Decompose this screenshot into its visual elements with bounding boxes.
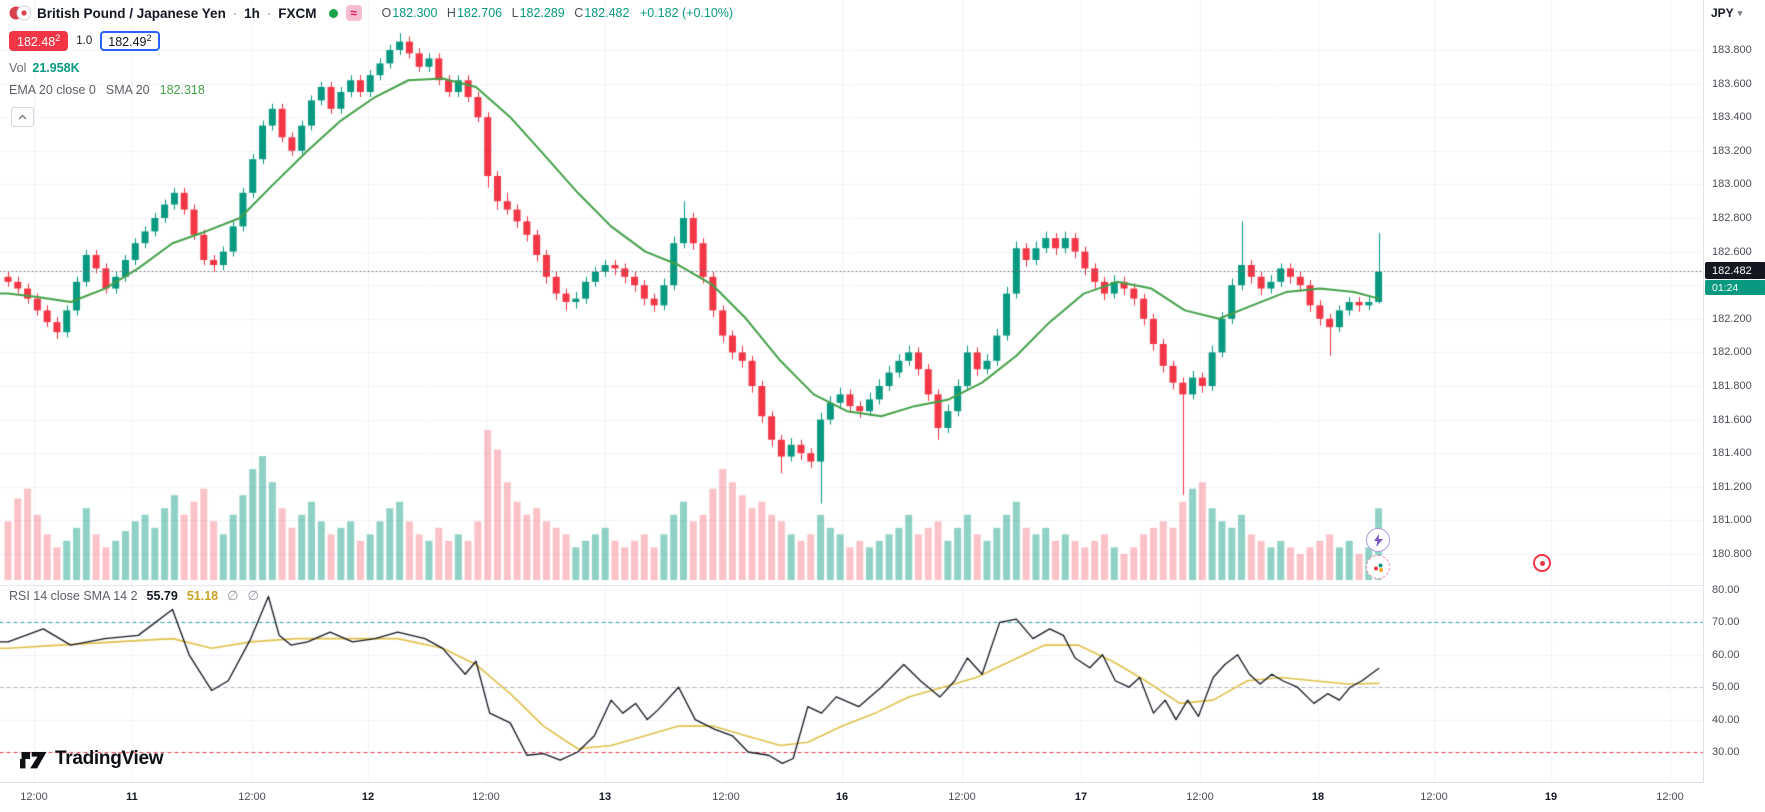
hidden-value-icon: ∅ [227,588,239,603]
close-label: C [574,6,584,20]
rsi-legend-label: RSI 14 close SMA 14 2 [9,589,138,603]
time-axis-label: 12:00 [712,791,740,803]
collapse-legend-button[interactable] [11,107,34,127]
price-axis-label: 182.600 [1712,245,1752,258]
hidden-value-icon: ∅ [247,588,259,603]
ma-legend: EMA 20 close 0 SMA 20 182.318 [9,83,205,97]
chevron-up-icon [18,114,27,120]
time-axis-label: 12:00 [948,791,976,803]
price-axis[interactable]: JPY ▾ 183.800 183.600 183.400 183.200 183.00… [1703,0,1765,812]
price-axis-label: 182.000 [1712,346,1752,359]
price-axis-label: 181.200 [1712,480,1752,493]
volume-label: Vol [9,61,27,75]
price-axis-label: 182.800 [1712,212,1752,224]
spread-label: 1.0 [76,35,93,48]
time-axis-label: 17 [1074,791,1088,803]
order-panel: 182.482 1.0 182.492 [9,31,160,52]
rsi-legend: RSI 14 close SMA 14 2 55.79 51.18 ∅ ∅ [9,588,259,604]
price-axis-label: 181.000 [1712,514,1752,527]
open-label: O [381,6,392,20]
market-open-dot-icon [328,8,338,18]
exchange-label: FXCM [278,5,317,21]
tradingview-logo-text: TradingView [55,748,164,769]
volume-legend: Vol 21.958K [9,61,80,75]
volume-value: 21.958K [32,61,80,75]
time-axis-label: 12:00 [1656,791,1684,803]
rsi-axis-label: 80.00 [1712,584,1740,596]
price-axis-label: 181.600 [1712,413,1752,426]
bar-countdown-badge: 01:24 [1705,280,1765,296]
lightning-icon [1373,533,1384,547]
instant-order-lightning-button[interactable] [1366,528,1390,552]
rsi-axis-label: 40.00 [1712,713,1740,726]
open-value: 182.300 [392,6,438,20]
alert-icon[interactable] [1533,554,1551,572]
time-axis-label: 18 [1311,791,1325,803]
ohlc-readout: O182.300 H182.706 L182.289 C182.482 +0.1… [376,6,734,20]
ema-legend-label: EMA 20 close 0 [9,83,96,97]
rsi-axis-label: 30.00 [1712,746,1740,758]
price-axis-label: 183.800 [1712,44,1752,56]
paper-trading-icon: ≈ [345,5,362,21]
time-axis-label: 11 [126,791,138,803]
candies-icon [1372,561,1385,574]
title-separator-2: · [266,5,272,21]
price-axis-label: 183.600 [1712,77,1752,90]
time-axis-label: 12:00 [472,791,500,803]
time-axis[interactable]: 12:00 11 12:00 12 12:00 13 12:00 16 12:00 17 12:00… [0,782,1704,812]
price-axis-label: 183.400 [1712,111,1752,124]
time-axis-label: 12:00 [1420,791,1448,803]
price-axis-label: 181.400 [1712,447,1752,460]
symbol-pair-icon [9,5,31,21]
tradingview-logo-icon [20,748,48,770]
buy-button[interactable]: 182.492 [100,31,160,52]
sma-legend-value: 182.318 [159,83,205,97]
price-axis-label: 183.000 [1712,178,1752,191]
last-price-badge: 182.482 [1705,262,1765,280]
time-axis-label: 19 [1544,791,1558,803]
time-axis-label: 13 [598,791,612,803]
rsi-value: 55.79 [146,589,178,603]
time-axis-label: 16 [835,791,849,803]
tradingview-watermark[interactable]: TradingView [20,748,164,770]
time-axis-label: 12:00 [20,791,48,803]
sell-button[interactable]: 182.482 [9,31,69,52]
rsi-axis-label: 60.00 [1712,648,1740,661]
sma-legend-label: SMA 20 [105,83,150,97]
chevron-down-icon: ▾ [1737,7,1743,18]
price-axis-label: 182.200 [1712,312,1752,325]
price-axis-label: 183.200 [1712,144,1752,157]
title-separator: · [232,5,238,21]
low-label: L [511,6,519,20]
symbol-header: British Pound / Japanese Yen · 1h · FXCM… [9,5,733,21]
alert-dot-icon [1539,560,1545,566]
rsi-axis-label: 50.00 [1712,681,1740,694]
time-axis-label: 12:00 [1186,791,1214,803]
rsi-axis-label: 70.00 [1712,616,1740,629]
interval-button[interactable]: 1h [244,5,260,21]
price-axis-label: 180.800 [1712,548,1752,560]
low-value: 182.289 [519,6,565,20]
symbol-title[interactable]: British Pound / Japanese Yen [37,5,226,21]
close-value: 182.482 [584,6,630,20]
time-axis-label: 12:00 [238,791,266,803]
currency-selector[interactable]: JPY ▾ [1711,6,1742,20]
price-axis-label: 181.800 [1712,380,1752,392]
high-label: H [446,6,456,20]
currency-label: JPY [1711,6,1734,20]
rsi-sma-value: 51.18 [186,589,219,603]
change-value: +0.182 (+0.10%) [639,6,734,20]
trade-ideas-button[interactable] [1366,555,1390,579]
high-value: 182.706 [456,6,503,20]
time-axis-label: 12 [361,791,375,803]
